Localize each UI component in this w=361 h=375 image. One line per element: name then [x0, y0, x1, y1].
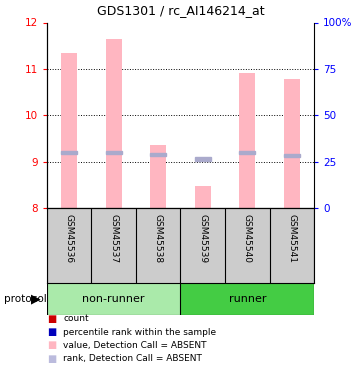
Text: GSM45536: GSM45536	[65, 214, 74, 263]
Text: ■: ■	[47, 327, 56, 337]
Bar	[61, 53, 77, 208]
Bar	[284, 79, 300, 208]
Text: ■: ■	[47, 340, 56, 350]
Bar	[61, 151, 77, 154]
Text: GSM45540: GSM45540	[243, 214, 252, 263]
Text: GSM45537: GSM45537	[109, 214, 118, 263]
Text: value, Detection Call = ABSENT: value, Detection Call = ABSENT	[63, 341, 207, 350]
Text: protocol: protocol	[4, 294, 46, 304]
Text: GSM45541: GSM45541	[287, 214, 296, 263]
Text: non-runner: non-runner	[82, 294, 145, 304]
Bar	[284, 154, 300, 157]
Text: rank, Detection Call = ABSENT: rank, Detection Call = ABSENT	[63, 354, 202, 363]
Text: GDS1301 / rc_AI146214_at: GDS1301 / rc_AI146214_at	[97, 4, 264, 17]
Bar	[239, 151, 255, 154]
Bar	[195, 186, 210, 208]
Bar	[151, 153, 166, 156]
Bar	[151, 144, 166, 208]
Bar	[195, 157, 210, 160]
Bar	[239, 73, 255, 208]
Text: percentile rank within the sample: percentile rank within the sample	[63, 328, 216, 337]
Text: ■: ■	[47, 314, 56, 324]
Bar	[180, 283, 314, 315]
Bar	[47, 283, 180, 315]
Bar	[106, 151, 122, 154]
Text: ▶: ▶	[31, 292, 40, 306]
Text: GSM45538: GSM45538	[154, 214, 163, 263]
Text: count: count	[63, 314, 89, 323]
Text: ■: ■	[47, 354, 56, 364]
Bar	[106, 39, 122, 208]
Text: GSM45539: GSM45539	[198, 214, 207, 263]
Text: runner: runner	[229, 294, 266, 304]
